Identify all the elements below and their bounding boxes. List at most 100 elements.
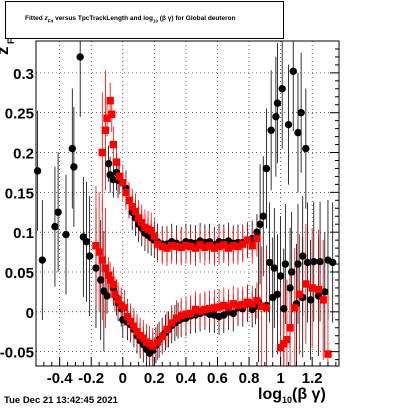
- data-point: [248, 300, 256, 308]
- data-point: [286, 324, 294, 332]
- x-tick-label: 1: [276, 370, 284, 387]
- data-point: [106, 276, 114, 284]
- data-point: [239, 240, 247, 248]
- data-point: [177, 312, 185, 320]
- data-point: [280, 339, 288, 348]
- x-tick-label: -0.4: [47, 370, 74, 387]
- data-point: [265, 258, 274, 267]
- data-point: [138, 218, 146, 227]
- data-point: [272, 112, 280, 121]
- data-point: [128, 202, 136, 211]
- title-pre: Fitted: [25, 15, 43, 22]
- y-tick-label: 0.15: [5, 185, 34, 202]
- data-point: [112, 158, 121, 166]
- x-axis-label-post: (β γ): [292, 386, 326, 403]
- plot-frame: -0.4 -0.2 0 0.2 0.4 0.6 0.8 1 1.2 -0.05 0 0.05 0.1 0…: [0, 40, 340, 387]
- data-point: [196, 307, 204, 315]
- title-post: (β γ) for Global deuteron: [159, 15, 236, 22]
- data-point: [267, 126, 275, 134]
- data-point: [295, 290, 304, 299]
- data-point: [210, 304, 219, 312]
- data-point: [182, 310, 190, 318]
- x-axis-label: log10(β γ): [258, 386, 326, 405]
- data-point: [215, 303, 223, 311]
- data-point: [280, 304, 288, 313]
- data-point: [276, 272, 285, 280]
- data-point: [205, 242, 214, 250]
- data-point: [229, 242, 237, 250]
- data-point: [234, 242, 242, 251]
- data-point: [111, 290, 119, 299]
- data-point: [147, 226, 155, 235]
- title-z-sub: Fit: [47, 18, 54, 24]
- data-point: [92, 242, 100, 250]
- data-point: [248, 242, 256, 250]
- data-point: [163, 244, 171, 252]
- data-point: [229, 300, 237, 308]
- data-point: [114, 296, 122, 304]
- data-point: [103, 114, 111, 122]
- x-axis-label-main: log: [258, 386, 282, 403]
- data-point: [310, 257, 318, 266]
- data-point: [253, 234, 261, 243]
- data-point: [131, 207, 140, 216]
- data-point: [196, 241, 204, 249]
- title-log-sub: 10: [152, 18, 158, 24]
- data-point: [229, 309, 237, 318]
- data-point: [51, 222, 59, 231]
- data-point: [186, 242, 195, 251]
- x-tick-label: 0.8: [239, 370, 260, 387]
- data-point: [95, 248, 103, 256]
- data-point: [70, 163, 78, 171]
- data-point: [172, 314, 181, 322]
- data-point: [85, 252, 94, 260]
- data-point: [270, 264, 278, 272]
- plot-border: [35, 40, 340, 367]
- y-tick-label: 0.3: [13, 66, 34, 83]
- data-point: [126, 317, 135, 326]
- data-point: [104, 159, 113, 168]
- data-point: [215, 242, 223, 251]
- data-point: [253, 296, 261, 305]
- x-tick-label: 0: [119, 370, 127, 387]
- data-point: [98, 148, 106, 157]
- data-point: [168, 319, 176, 327]
- data-point: [283, 336, 291, 344]
- data-point: [243, 236, 252, 244]
- data-point: [287, 268, 296, 276]
- data-point: [234, 301, 242, 310]
- chart-title: Fitted zFit versus TpcTrackLength and lo…: [25, 15, 236, 23]
- data-point: [239, 300, 247, 309]
- data-point: [177, 243, 185, 252]
- data-point: [259, 212, 267, 220]
- data-point: [186, 309, 195, 318]
- y-axis-label-main: z: [0, 47, 12, 56]
- data-point: [294, 128, 302, 137]
- y-tick-label: 0.1: [13, 225, 34, 242]
- data-point: [253, 228, 261, 236]
- data-point: [134, 214, 143, 222]
- data-point: [294, 260, 302, 268]
- data-point: [68, 144, 76, 153]
- data-point: [158, 242, 166, 251]
- data-point: [286, 284, 294, 292]
- data-point: [291, 304, 299, 312]
- data-point: [33, 167, 42, 175]
- title-z: z: [44, 15, 48, 22]
- timestamp: Tue Dec 21 13:42:45 2021: [4, 395, 118, 406]
- data-point: [82, 238, 91, 246]
- data-point: [201, 305, 209, 314]
- data-point: [182, 242, 190, 250]
- data-point: [153, 240, 162, 248]
- data-point: [104, 271, 113, 279]
- data-point: [220, 241, 228, 249]
- data-point: [273, 99, 282, 107]
- data-point: [321, 288, 329, 296]
- data-point: [103, 292, 111, 300]
- x-tick-label: 0.2: [144, 370, 165, 387]
- data-point: [205, 304, 214, 313]
- data-point: [130, 322, 138, 330]
- data-point: [172, 242, 181, 251]
- data-point: [257, 302, 266, 310]
- red-series: [92, 97, 332, 358]
